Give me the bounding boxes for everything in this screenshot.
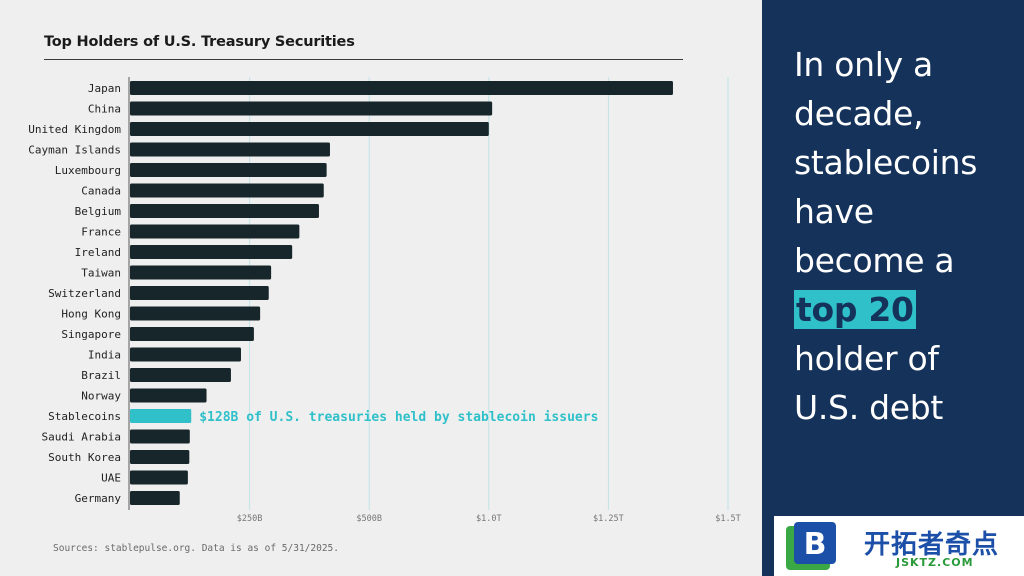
category-label: Singapore xyxy=(61,328,121,341)
category-label: Saudi Arabia xyxy=(42,431,121,444)
headline-line: In only a xyxy=(794,45,933,84)
bar xyxy=(130,491,180,505)
x-tick-label: $1.0T xyxy=(476,514,502,524)
bar xyxy=(130,429,190,444)
chart-panel: Top Holders of U.S. Treasury Securities … xyxy=(28,34,741,554)
title-divider xyxy=(44,59,683,60)
bar xyxy=(130,265,272,280)
bar xyxy=(130,122,489,136)
headline-highlight: top 20 xyxy=(794,290,916,329)
category-label: Cayman Islands xyxy=(28,144,121,157)
bar xyxy=(130,245,293,259)
bar xyxy=(130,224,300,239)
x-tick-label: $500B xyxy=(356,514,382,524)
category-label: United Kingdom xyxy=(28,123,121,136)
headline-line: have xyxy=(794,192,874,231)
headline-panel: In only a decade, stablecoins have becom… xyxy=(762,0,1024,576)
bar xyxy=(130,306,261,321)
bar xyxy=(130,347,241,362)
bar xyxy=(130,368,231,382)
bar xyxy=(130,142,330,157)
bar xyxy=(130,388,207,403)
brand-watermark[interactable]: B 开拓者奇点 JSKTZ.COM xyxy=(774,516,1024,576)
category-label: Norway xyxy=(81,390,121,403)
bar xyxy=(130,183,324,198)
bar xyxy=(130,286,269,300)
bar xyxy=(130,204,319,218)
x-tick-label: $250B xyxy=(237,514,263,524)
headline: In only a decade, stablecoins have becom… xyxy=(794,40,1019,432)
brand-logo-letter: B xyxy=(804,527,827,562)
bar xyxy=(130,163,327,177)
category-label: Canada xyxy=(81,185,121,198)
brand-logo-icon: B xyxy=(786,522,836,570)
category-label: Belgium xyxy=(75,205,122,218)
bar xyxy=(130,81,673,95)
category-label: South Korea xyxy=(48,451,121,464)
highlight-annotation: $128B of U.S. treasuries held by stablec… xyxy=(199,410,598,425)
bar xyxy=(130,470,188,485)
bar-highlight xyxy=(130,409,192,423)
category-label: Switzerland xyxy=(48,287,121,300)
chart-title: Top Holders of U.S. Treasury Securities xyxy=(44,34,355,50)
headline-line: holder of xyxy=(794,339,939,378)
category-label: UAE xyxy=(101,472,121,485)
bar xyxy=(130,327,254,341)
category-label: Hong Kong xyxy=(61,308,121,321)
brand-url: JSKTZ.COM xyxy=(896,556,974,569)
category-label: Brazil xyxy=(81,369,121,382)
category-label: Luxembourg xyxy=(55,164,121,177)
x-tick-label: $1.25T xyxy=(593,514,624,524)
category-label: Germany xyxy=(75,492,122,505)
category-label: Stablecoins xyxy=(48,410,121,423)
bar xyxy=(130,450,190,464)
bar xyxy=(130,101,493,116)
category-label: Ireland xyxy=(75,246,121,259)
category-label: Taiwan xyxy=(81,267,121,280)
x-tick-label: $1.5T xyxy=(715,514,741,524)
source-note: Sources: stablepulse.org. Data is as of … xyxy=(53,543,339,554)
category-label: India xyxy=(88,349,121,362)
brand-name: 开拓者奇点 xyxy=(864,530,1000,560)
category-label: Japan xyxy=(88,82,121,95)
headline-line: stablecoins xyxy=(794,143,978,182)
headline-line: become a xyxy=(794,241,955,280)
headline-line: decade, xyxy=(794,94,924,133)
category-label: France xyxy=(81,226,121,239)
category-label: China xyxy=(88,103,121,116)
bar-chart: $250B $500B $1.0T $1.25T $1.5T Japan China Unit… xyxy=(28,77,741,524)
headline-line: U.S. debt xyxy=(794,388,944,427)
